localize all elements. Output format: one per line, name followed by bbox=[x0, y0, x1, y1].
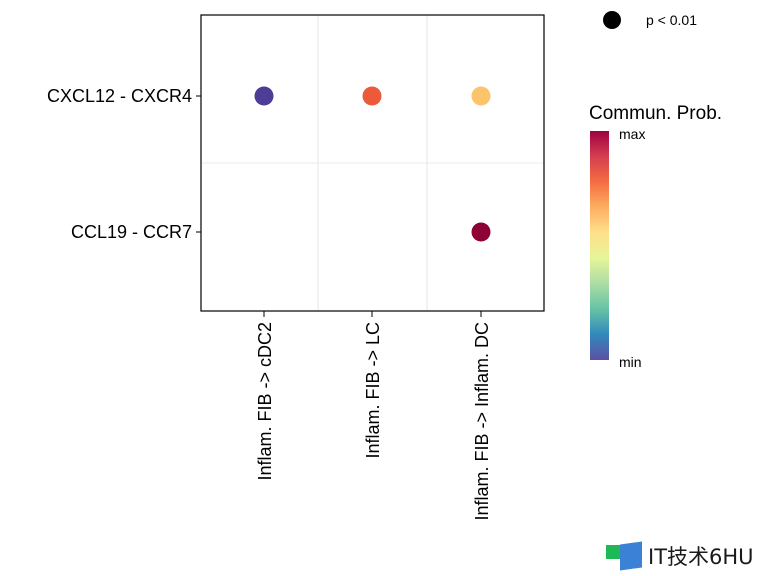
colorbar-min-label: min bbox=[619, 354, 642, 370]
watermark: IT技术6HU bbox=[606, 541, 754, 571]
colorbar bbox=[590, 131, 609, 360]
y-axis: CXCL12 - CXCR4 CCL19 - CCR7 bbox=[47, 86, 201, 242]
watermark-text: IT技术6HU bbox=[648, 545, 754, 569]
data-point bbox=[254, 86, 274, 106]
grid-lines bbox=[201, 15, 544, 311]
y-tick-label: CXCL12 - CXCR4 bbox=[47, 86, 192, 106]
y-tick-label: CCL19 - CCR7 bbox=[71, 222, 192, 242]
color-legend-title: Commun. Prob. bbox=[589, 103, 722, 124]
color-legend: Commun. Prob. max min bbox=[589, 103, 722, 370]
data-point bbox=[471, 222, 491, 242]
x-tick-label: Inflam. FIB -> Inflam. DC bbox=[472, 322, 492, 521]
x-tick-label: Inflam. FIB -> cDC2 bbox=[255, 322, 275, 481]
data-point bbox=[471, 86, 491, 106]
x-axis: Inflam. FIB -> cDC2 Inflam. FIB -> LC Infl… bbox=[255, 311, 492, 521]
size-legend-dot bbox=[603, 11, 621, 29]
x-tick-label: Inflam. FIB -> LC bbox=[363, 322, 383, 459]
size-legend: p < 0.01 bbox=[603, 11, 697, 29]
data-points bbox=[254, 86, 491, 242]
watermark-logo-icon bbox=[606, 541, 642, 571]
size-legend-label: p < 0.01 bbox=[646, 12, 697, 28]
colorbar-max-label: max bbox=[619, 126, 645, 142]
data-point bbox=[362, 86, 382, 106]
